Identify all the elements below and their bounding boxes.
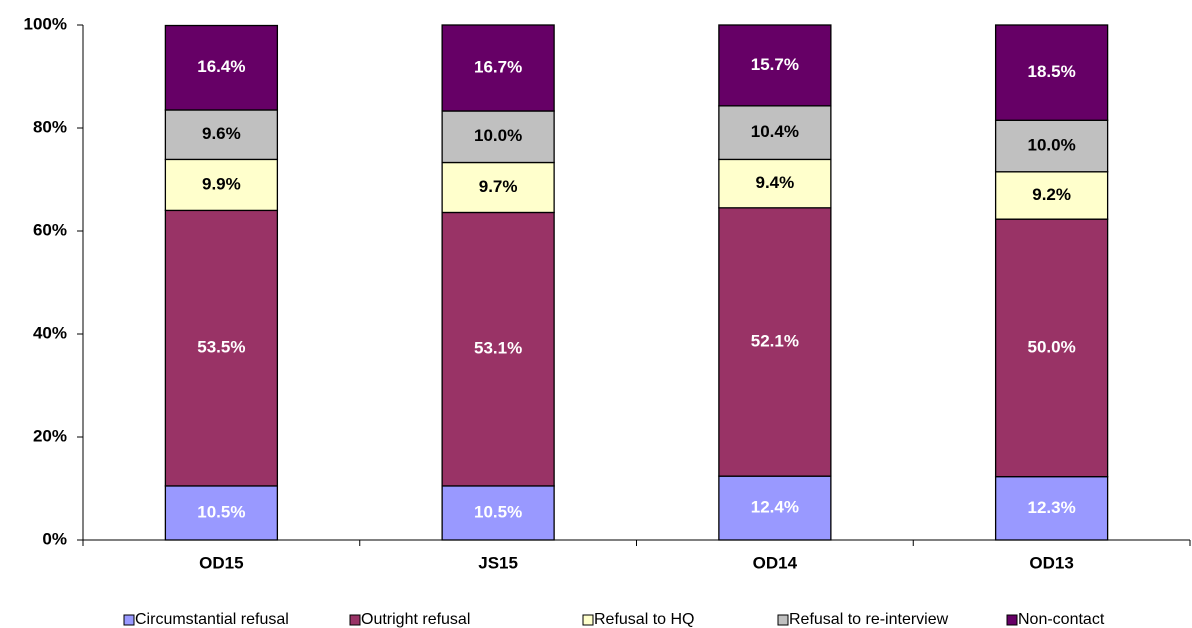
value-label: 10.0% <box>474 126 522 145</box>
y-tick-label: 60% <box>33 220 67 239</box>
value-label: 18.5% <box>1028 62 1076 81</box>
value-label: 9.6% <box>202 124 241 143</box>
bar-segment <box>441 24 555 112</box>
legend-swatch <box>349 614 361 626</box>
bar-segment <box>441 110 555 164</box>
bar-segment <box>164 24 279 111</box>
value-label: 10.4% <box>751 122 799 141</box>
value-label: 10.5% <box>197 502 245 521</box>
value-label: 53.5% <box>197 338 245 357</box>
y-tick-label: 80% <box>33 117 67 136</box>
value-label: 15.7% <box>751 55 799 74</box>
bar-segment <box>994 218 1109 478</box>
value-label: 9.2% <box>1032 185 1071 204</box>
legend-label: Circumstantial refusal <box>135 611 289 628</box>
x-tick-label: OD15 <box>199 553 243 572</box>
bar-segment <box>994 171 1109 220</box>
bar-segment <box>441 211 555 487</box>
legend-label: Outright refusal <box>361 611 470 628</box>
legend-swatch <box>582 614 594 626</box>
value-label: 9.7% <box>479 177 518 196</box>
bar-segment <box>164 158 279 212</box>
x-tick-label: OD13 <box>1029 553 1073 572</box>
bar-segment <box>164 109 279 161</box>
x-tick-label: JS15 <box>478 553 518 572</box>
legend-label: Refusal to re-interview <box>789 611 949 628</box>
value-label: 9.4% <box>756 173 795 192</box>
legend-label: Refusal to HQ <box>594 611 694 628</box>
value-label: 12.4% <box>751 498 799 517</box>
value-label: 16.4% <box>197 57 245 76</box>
y-tick-label: 40% <box>33 323 67 342</box>
bar-segment <box>164 485 279 541</box>
legend-label: Non-contact <box>1018 611 1105 628</box>
value-label: 9.9% <box>202 174 241 193</box>
value-label: 12.3% <box>1028 498 1076 517</box>
bar-segment <box>718 105 832 161</box>
bar-segment <box>718 158 832 209</box>
bar-segment <box>441 485 555 541</box>
bar-segment <box>441 161 555 214</box>
x-tick-label: OD14 <box>753 553 798 572</box>
value-label: 10.5% <box>474 502 522 521</box>
bar-segment <box>718 24 832 107</box>
bar-segment <box>718 207 832 477</box>
bar-segment <box>994 476 1109 541</box>
y-tick-label: 100% <box>24 14 67 33</box>
value-label: 16.7% <box>474 57 522 76</box>
value-label: 10.0% <box>1028 136 1076 155</box>
y-tick-label: 0% <box>42 529 67 548</box>
bar-segment <box>164 209 279 487</box>
value-label: 50.0% <box>1028 337 1076 356</box>
legend-swatch <box>1006 614 1018 626</box>
legend-swatch <box>123 614 135 626</box>
bar-segment <box>994 24 1109 121</box>
value-label: 53.1% <box>474 339 522 358</box>
value-label: 52.1% <box>751 331 799 350</box>
legend-swatch <box>777 614 789 626</box>
y-tick-label: 20% <box>33 426 67 445</box>
